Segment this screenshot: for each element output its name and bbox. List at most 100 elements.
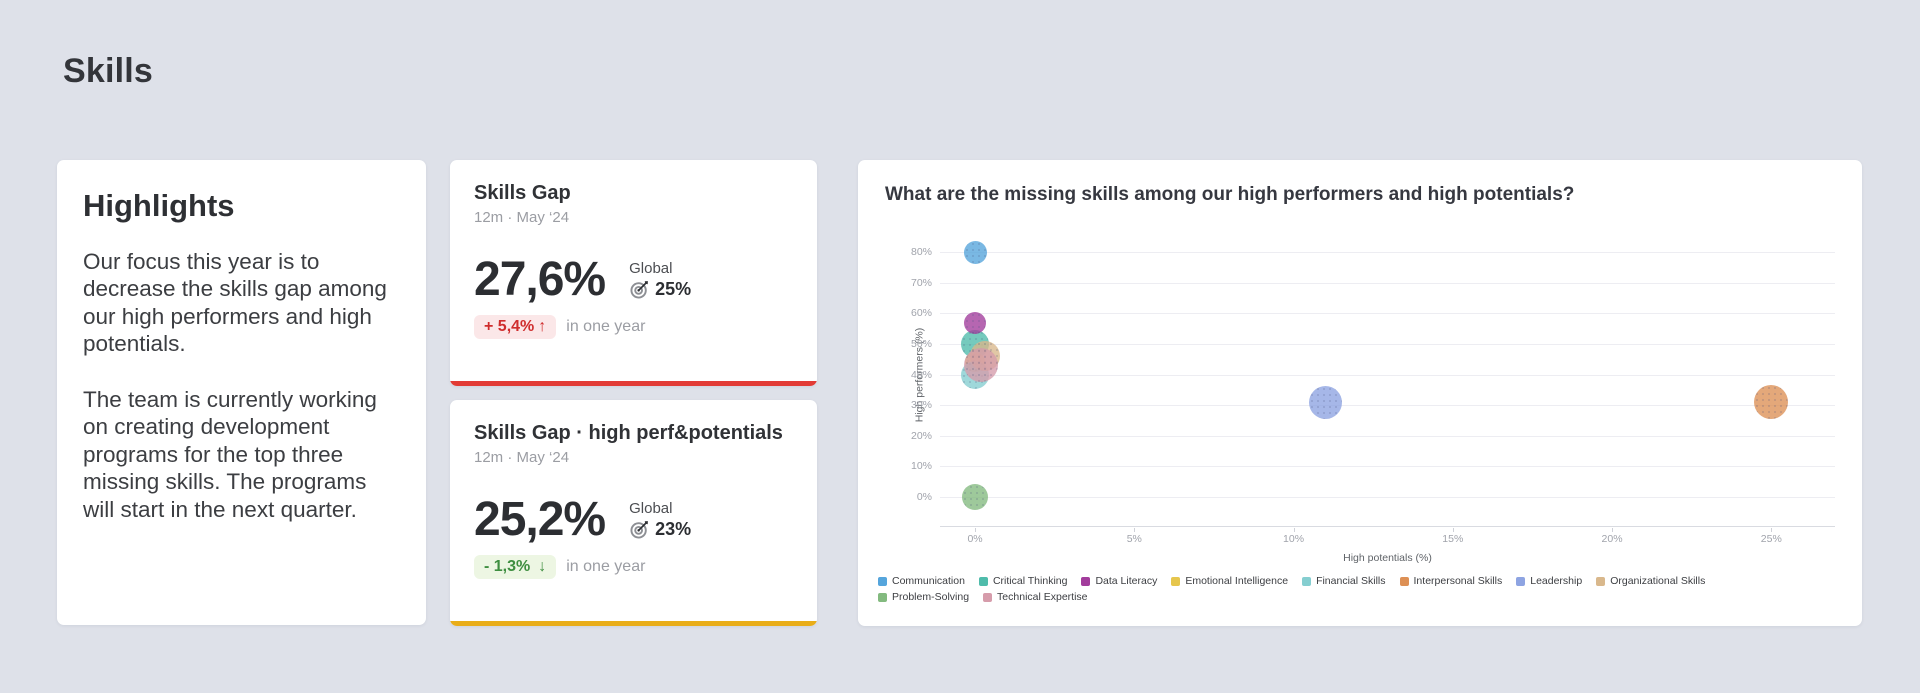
y-axis-tick-label: 80% <box>910 246 932 259</box>
x-axis-tick-mark <box>1452 528 1454 532</box>
arrow-up-icon: ↑ <box>538 318 547 335</box>
target-icon <box>630 280 649 299</box>
kpi-value: 27,6% <box>474 253 606 306</box>
legend-item-communication[interactable]: Communication <box>878 575 965 587</box>
y-axis-tick-label: 50% <box>910 338 932 351</box>
target-icon <box>630 520 649 539</box>
x-axis-tick-label: 0% <box>967 533 983 545</box>
highlights-paragraph: Our focus this year is to decrease the s… <box>83 249 387 357</box>
gridline <box>940 374 1835 376</box>
kpi-accent-bar <box>450 621 817 626</box>
kpi-global-label: Global <box>629 499 673 517</box>
y-axis-tick-label: 10% <box>910 460 932 473</box>
x-axis-tick-mark <box>1612 528 1614 532</box>
gridline <box>940 313 1835 315</box>
legend-label: Organizational Skills <box>1610 575 1706 587</box>
chart-plot-area: High performers (%) High potentials (%) … <box>911 240 1835 564</box>
x-axis-tick-label: 15% <box>1442 533 1464 545</box>
y-axis-tick-label: 70% <box>910 276 932 289</box>
legend-item-interpersonal-skills[interactable]: Interpersonal Skills <box>1399 575 1503 587</box>
data-point-communication[interactable] <box>963 240 987 264</box>
page-title: Skills <box>63 52 154 90</box>
x-axis-tick-mark <box>975 528 977 532</box>
y-axis-tick-label: 60% <box>910 307 932 320</box>
gridline <box>940 466 1835 468</box>
legend-label: Communication <box>892 575 965 587</box>
legend-item-problem-solving[interactable]: Problem-Solving <box>878 591 969 603</box>
x-axis-tick-label: 25% <box>1760 533 1782 545</box>
gridline <box>940 497 1835 498</box>
gridline <box>940 252 1835 254</box>
highlights-title: Highlights <box>83 188 235 223</box>
kpi-delta-value: + 5,4% <box>484 318 535 335</box>
kpi-delta-value: - 1,3% <box>484 558 531 575</box>
legend-swatch <box>1171 576 1181 586</box>
legend-item-emotional-intelligence[interactable]: Emotional Intelligence <box>1171 575 1288 587</box>
gridline <box>940 405 1835 407</box>
y-axis-tick-label: 20% <box>910 429 932 442</box>
x-axis-tick-mark <box>1293 528 1295 532</box>
kpi-card-skills-gap[interactable]: Skills Gap 12m · May ‘24 27,6% Global 25… <box>450 160 817 386</box>
legend-swatch <box>1399 576 1409 586</box>
legend-label: Technical Expertise <box>997 591 1088 603</box>
kpi-subtitle: 12m · May ‘24 <box>474 209 570 226</box>
kpi-accent-bar <box>450 381 817 386</box>
legend-item-leadership[interactable]: Leadership <box>1516 575 1582 587</box>
legend-label: Financial Skills <box>1316 575 1386 587</box>
gridline <box>940 435 1835 437</box>
y-axis-tick-label: 30% <box>910 399 932 412</box>
gridline <box>940 344 1835 346</box>
kpi-delta-note: in one year <box>566 318 646 335</box>
legend-label: Leadership <box>1530 575 1583 587</box>
x-axis-tick-label: 5% <box>1126 533 1142 545</box>
legend-item-financial-skills[interactable]: Financial Skills <box>1302 575 1386 587</box>
legend-swatch <box>983 592 993 602</box>
data-point-leadership[interactable] <box>1308 385 1342 419</box>
legend-item-critical-thinking[interactable]: Critical Thinking <box>978 575 1068 587</box>
highlights-paragraph: The team is currently working on creatin… <box>83 386 377 522</box>
legend-swatch <box>1596 576 1606 586</box>
legend-label: Critical Thinking <box>992 575 1068 587</box>
legend-label: Problem-Solving <box>892 591 970 603</box>
y-axis-tick-label: 40% <box>910 368 932 381</box>
kpi-global-value: 25% <box>655 278 692 299</box>
kpi-value: 25,2% <box>474 493 606 546</box>
bubble-chart-card: What are the missing skills among our hi… <box>858 160 1862 626</box>
kpi-title: Skills Gap · high perf&potentials <box>474 422 783 444</box>
chart-legend: Communication Critical Thinking Data Liter… <box>878 575 1768 603</box>
kpi-delta-badge: + 5,4% ↑ <box>474 315 557 339</box>
kpi-global-label: Global <box>629 259 673 277</box>
x-axis-tick-mark <box>1134 528 1136 532</box>
legend-swatch <box>878 576 887 586</box>
kpi-delta-note: in one year <box>566 558 646 575</box>
legend-label: Interpersonal Skills <box>1413 575 1503 587</box>
x-axis-title: High potentials (%) <box>1343 552 1432 564</box>
x-axis-tick-mark <box>1771 528 1773 532</box>
x-axis-tick-label: 10% <box>1283 533 1305 545</box>
data-point-interpersonal-skills[interactable] <box>1754 385 1789 420</box>
legend-label: Data Literacy <box>1095 575 1158 587</box>
legend-item-organizational-skills[interactable]: Organizational Skills <box>1596 575 1705 587</box>
legend-swatch <box>978 576 988 586</box>
y-axis-tick-label: 0% <box>916 491 932 503</box>
kpi-global-value: 23% <box>655 518 692 539</box>
kpi-card-skills-gap-high-perf[interactable]: Skills Gap · high perf&potentials 12m · … <box>450 400 817 626</box>
gridline <box>940 282 1835 284</box>
legend-swatch <box>878 592 887 602</box>
data-point-technical-expertise[interactable] <box>964 348 999 383</box>
data-point-data-literacy[interactable] <box>964 311 987 334</box>
legend-swatch <box>1302 576 1312 586</box>
legend-swatch <box>1081 576 1091 586</box>
legend-item-data-literacy[interactable]: Data Literacy <box>1081 575 1157 587</box>
kpi-delta-badge: - 1,3% ↓ <box>474 555 557 579</box>
kpi-subtitle: 12m · May ‘24 <box>474 449 570 466</box>
x-axis-tick-label: 20% <box>1601 533 1623 545</box>
arrow-down-icon: ↓ <box>538 558 547 575</box>
legend-label: Emotional Intelligence <box>1185 575 1289 587</box>
data-point-problem-solving[interactable] <box>962 484 989 510</box>
highlights-card: Highlights Our focus this year is to dec… <box>57 160 426 625</box>
kpi-title: Skills Gap <box>474 182 571 204</box>
chart-title: What are the missing skills among our hi… <box>885 184 1575 205</box>
legend-item-technical-expertise[interactable]: Technical Expertise <box>983 591 1088 603</box>
legend-swatch <box>1516 576 1526 586</box>
